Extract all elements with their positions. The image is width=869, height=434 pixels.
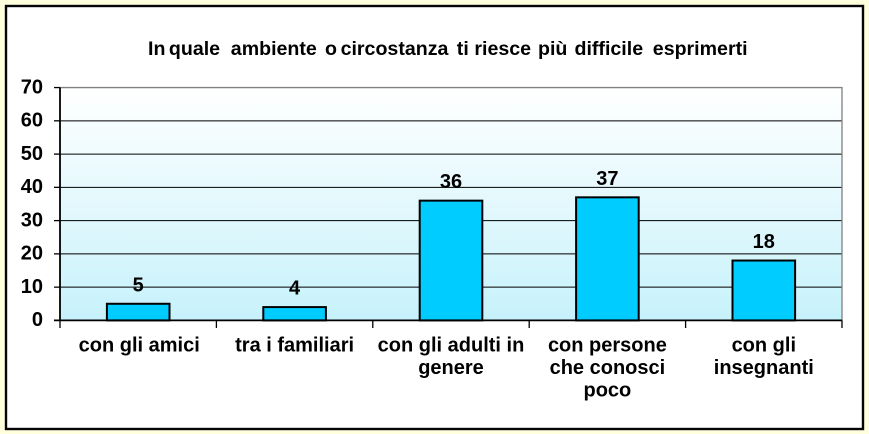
svg-text:60: 60	[21, 110, 43, 132]
svg-text:tra i familiari: tra i familiari	[235, 334, 354, 356]
svg-text:insegnanti: insegnanti	[714, 357, 814, 379]
svg-text:poco: poco	[584, 379, 632, 401]
svg-text:50: 50	[21, 143, 43, 165]
svg-text:20: 20	[21, 243, 43, 265]
svg-text:70: 70	[21, 76, 43, 98]
svg-text:riesce: riesce	[474, 38, 531, 60]
svg-text:ti: ti	[457, 38, 469, 60]
svg-text:difficile: difficile	[575, 38, 644, 60]
svg-text:con gli amici: con gli amici	[79, 334, 200, 356]
svg-text:o: o	[325, 38, 337, 60]
svg-text:ambiente: ambiente	[231, 38, 317, 60]
svg-text:0: 0	[32, 309, 43, 331]
svg-text:36: 36	[440, 171, 462, 193]
svg-text:più: più	[538, 38, 567, 60]
svg-text:37: 37	[596, 168, 618, 190]
svg-text:5: 5	[133, 274, 144, 296]
svg-text:quale: quale	[169, 38, 220, 60]
svg-text:genere: genere	[418, 357, 484, 379]
svg-text:circostanza: circostanza	[341, 38, 450, 60]
svg-text:10: 10	[21, 276, 43, 298]
svg-text:40: 40	[21, 176, 43, 198]
svg-text:con persone: con persone	[548, 334, 667, 356]
svg-text:con gli adulti in: con gli adulti in	[378, 334, 525, 356]
svg-text:18: 18	[753, 231, 775, 253]
svg-text:In: In	[148, 38, 165, 60]
svg-text:esprimerti: esprimerti	[653, 38, 748, 60]
svg-text:4: 4	[289, 278, 301, 300]
svg-text:che conosci: che conosci	[550, 357, 666, 379]
svg-text:con gli: con gli	[732, 334, 796, 356]
svg-text:30: 30	[21, 209, 43, 231]
